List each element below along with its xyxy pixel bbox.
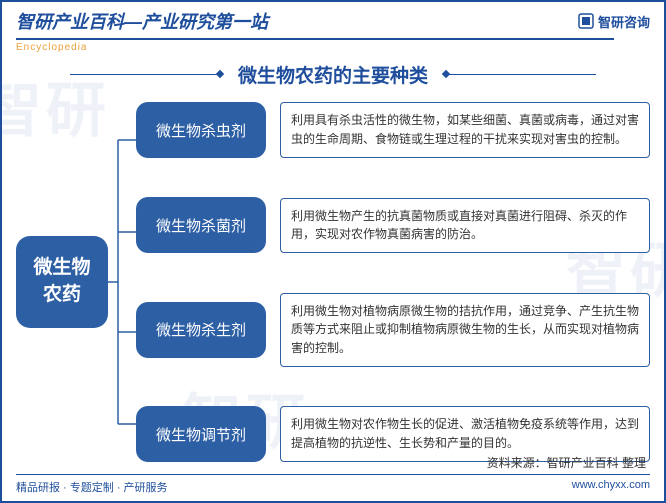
section-title-wrap: 微生物农药的主要种类 (2, 61, 664, 88)
category-node: 微生物杀生剂 (136, 302, 266, 358)
brand-text: 智研咨询 (598, 12, 650, 31)
description-box: 利用具有杀虫活性的微生物，如某些细菌、真菌或病毒，通过对害虫的生命周期、食物链或… (280, 102, 650, 157)
header: 智研产业百科—产业研究第一站 智研咨询 (2, 2, 664, 36)
page-root: 智研 智研 智研 智研产业百科—产业研究第一站 智研咨询 Encyclopedi… (0, 0, 666, 503)
root-line1: 微生物 (33, 255, 90, 282)
category-node: 微生物调节剂 (136, 406, 266, 462)
description-box: 利用微生物产生的抗真菌物质或直接对真菌进行阻碍、杀灭的作用，实现对农作物真菌病害… (280, 198, 650, 253)
description-box: 利用微生物对植物病原微生物的拮抗作用，通过竞争、产生抗生物质等方式来阻止或抑制植… (280, 293, 650, 367)
branch-2: 微生物杀菌剂 利用微生物产生的抗真菌物质或直接对真菌进行阻碍、杀灭的作用，实现对… (136, 197, 650, 253)
footer-right: www.chyxx.com (572, 479, 650, 495)
source-text: 资料来源：智研产业百科 整理 (487, 454, 646, 471)
root-node: 微生物 农药 (16, 236, 108, 328)
header-subtitle: Encyclopedia (2, 42, 664, 53)
title-decor-right (446, 74, 596, 76)
brand-logo-icon (578, 13, 594, 29)
root-line2: 农药 (43, 282, 81, 309)
connector-lines (108, 102, 136, 462)
section-title: 微生物农药的主要种类 (238, 61, 428, 88)
category-node: 微生物杀虫剂 (136, 102, 266, 158)
footer-left: 精品研报 · 专题定制 · 产研服务 (16, 479, 168, 495)
branch-1: 微生物杀虫剂 利用具有杀虫活性的微生物，如某些细菌、真菌或病毒，通过对害虫的生命… (136, 102, 650, 158)
header-title: 智研产业百科—产业研究第一站 (16, 8, 268, 34)
diagram: 微生物 农药 微生物杀虫剂 利用具有杀虫活性的微生物，如某些细菌、真菌或病毒，通… (16, 102, 650, 462)
footer-rule (16, 474, 650, 476)
branch-3: 微生物杀生剂 利用微生物对植物病原微生物的拮抗作用，通过竞争、产生抗生物质等方式… (136, 293, 650, 367)
title-decor-left (70, 74, 220, 76)
footer: 精品研报 · 专题定制 · 产研服务 www.chyxx.com (16, 479, 650, 495)
category-node: 微生物杀菌剂 (136, 197, 266, 253)
brand: 智研咨询 (578, 12, 650, 31)
header-rule (16, 38, 614, 40)
branches: 微生物杀虫剂 利用具有杀虫活性的微生物，如某些细菌、真菌或病毒，通过对害虫的生命… (136, 102, 650, 462)
